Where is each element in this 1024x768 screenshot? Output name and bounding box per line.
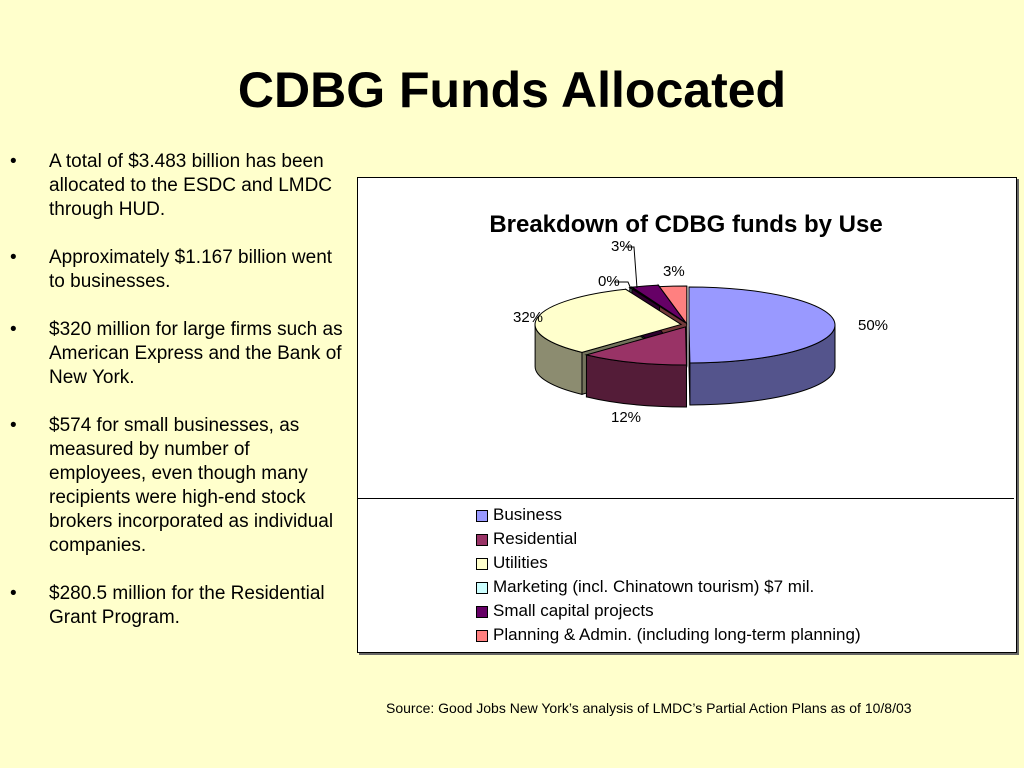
bullet-marker: • [10, 583, 17, 604]
pie-slice [688, 286, 836, 364]
data-label: 50% [858, 317, 888, 334]
bullet-item: • $574 for small businesses, as measured … [0, 414, 352, 558]
bullet-item: • $320 million for large firms such as Am… [0, 318, 352, 390]
bullet-marker: • [10, 415, 17, 436]
legend-swatch [476, 510, 488, 522]
bullet-text: A total of $3.483 billion has been alloc… [49, 151, 333, 220]
bullet-marker: • [10, 247, 17, 268]
chart-legend: Business Residential Utilities Marketing… [358, 498, 1014, 651]
legend-label: Utilities [493, 553, 548, 572]
bullet-text: $280.5 million for the Residential Grant… [49, 583, 325, 628]
pie-tops [534, 284, 836, 366]
data-label: 32% [513, 309, 543, 326]
legend-label: Marketing (incl. Chinatown tourism) $7 m… [493, 577, 815, 596]
data-label: 0% [598, 273, 620, 290]
legend-swatch [476, 606, 488, 618]
legend-label: Planning & Admin. (including long-term p… [493, 625, 861, 644]
chart-frame: Breakdown of CDBG funds by Use 50% 12% 32%… [357, 177, 1017, 653]
legend-label: Small capital projects [493, 601, 654, 620]
source-note: Source: Good Jobs New York’s analysis of… [386, 700, 912, 716]
legend-swatch [476, 630, 488, 642]
pie-slice [584, 326, 687, 366]
leader-line [626, 246, 638, 289]
bullet-item: • Approximately $1.167 billion went to bu… [0, 246, 352, 294]
pie-slice [630, 284, 687, 323]
bullet-marker: • [10, 151, 17, 172]
chart-title: Breakdown of CDBG funds by Use [489, 211, 882, 238]
bullet-item: • A total of $3.483 billion has been allo… [0, 150, 352, 222]
bullet-item: • $280.5 million for the Residential Gran… [0, 582, 352, 630]
leader-line [614, 281, 632, 290]
pie-slice [658, 285, 688, 326]
bullet-marker: • [10, 319, 17, 340]
data-label: 3% [663, 263, 685, 280]
data-label: 12% [611, 409, 641, 426]
bullet-text: $320 million for large firms such as Ame… [49, 319, 343, 388]
legend-label: Business [493, 505, 562, 524]
data-label: 3% [611, 238, 633, 255]
legend-swatch [476, 558, 488, 570]
legend-swatch [476, 582, 488, 594]
bullet-text: Approximately $1.167 billion went to bus… [49, 247, 333, 292]
pie-slice [534, 288, 683, 353]
legend-swatch [476, 534, 488, 546]
slide-title: CDBG Funds Allocated [237, 62, 787, 118]
bullet-text: $574 for small businesses, as measured b… [49, 415, 334, 556]
bullet-list: • A total of $3.483 billion has been allo… [0, 150, 352, 654]
legend-label: Residential [493, 529, 578, 548]
pie-chart: Breakdown of CDBG funds by Use 50% 12% 32%… [489, 211, 888, 426]
